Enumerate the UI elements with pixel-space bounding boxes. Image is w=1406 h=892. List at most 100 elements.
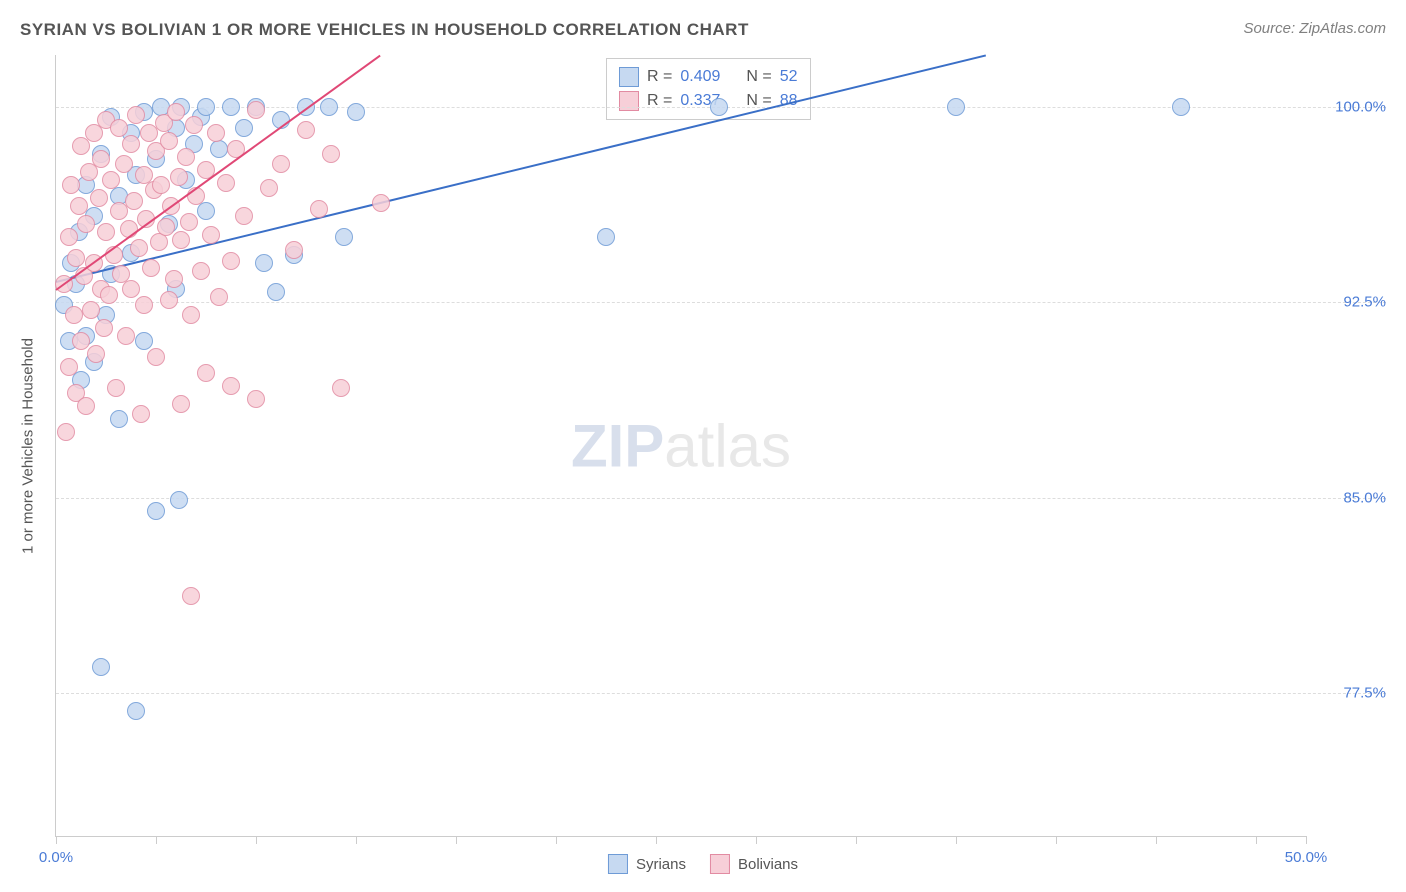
scatter-point	[125, 192, 143, 210]
legend-item-bolivians: Bolivians	[710, 854, 798, 874]
xtick	[1056, 836, 1057, 844]
gridline	[56, 302, 1386, 303]
scatter-point	[170, 491, 188, 509]
scatter-point	[177, 148, 195, 166]
scatter-point	[267, 283, 285, 301]
scatter-point	[90, 189, 108, 207]
scatter-point	[170, 168, 188, 186]
scatter-point	[62, 176, 80, 194]
trend-line	[56, 55, 986, 283]
legend-r-val-0: 0.409	[680, 68, 720, 86]
scatter-point	[247, 390, 265, 408]
legend-label-0: Syrians	[636, 856, 686, 873]
scatter-point	[70, 197, 88, 215]
scatter-point	[117, 327, 135, 345]
scatter-point	[235, 207, 253, 225]
scatter-point	[60, 358, 78, 376]
scatter-point	[197, 98, 215, 116]
xtick-label: 0.0%	[39, 849, 73, 866]
xtick	[1256, 836, 1257, 844]
scatter-point	[197, 364, 215, 382]
scatter-point	[92, 150, 110, 168]
scatter-point	[332, 379, 350, 397]
legend-n-label: N =	[746, 68, 771, 86]
scatter-point	[87, 345, 105, 363]
scatter-point	[222, 98, 240, 116]
scatter-point	[222, 252, 240, 270]
xtick	[56, 836, 57, 844]
scatter-point	[100, 286, 118, 304]
xtick	[856, 836, 857, 844]
legend-row-syrians: R = 0.409 N = 52	[619, 65, 798, 89]
gridline	[56, 693, 1386, 694]
scatter-point	[322, 145, 340, 163]
y-axis-label: 1 or more Vehicles in Household	[20, 338, 37, 554]
scatter-point	[157, 218, 175, 236]
scatter-point	[255, 254, 273, 272]
scatter-point	[127, 106, 145, 124]
scatter-point	[197, 202, 215, 220]
scatter-point	[77, 215, 95, 233]
scatter-point	[110, 410, 128, 428]
scatter-point	[127, 702, 145, 720]
scatter-point	[182, 306, 200, 324]
scatter-point	[107, 379, 125, 397]
scatter-point	[152, 176, 170, 194]
scatter-point	[97, 223, 115, 241]
scatter-point	[67, 249, 85, 267]
source-label: Source: ZipAtlas.com	[1243, 20, 1386, 37]
watermark: ZIPatlas	[571, 411, 791, 480]
scatter-point	[160, 291, 178, 309]
legend-swatch-syrians	[619, 67, 639, 87]
xtick	[956, 836, 957, 844]
watermark-light: atlas	[664, 412, 791, 479]
scatter-point	[210, 288, 228, 306]
scatter-point	[207, 124, 225, 142]
legend-swatch-icon	[608, 854, 628, 874]
scatter-point	[60, 228, 78, 246]
correlation-legend: R = 0.409 N = 52 R = 0.337 N = 88	[606, 58, 811, 120]
chart-title: SYRIAN VS BOLIVIAN 1 OR MORE VEHICLES IN…	[20, 20, 749, 39]
scatter-point	[150, 233, 168, 251]
ytick-label: 77.5%	[1316, 684, 1386, 701]
scatter-point	[122, 135, 140, 153]
scatter-point	[92, 658, 110, 676]
xtick	[1156, 836, 1157, 844]
xtick	[256, 836, 257, 844]
scatter-point	[142, 259, 160, 277]
scatter-point	[82, 301, 100, 319]
scatter-point	[947, 98, 965, 116]
scatter-point	[172, 231, 190, 249]
scatter-point	[1172, 98, 1190, 116]
scatter-point	[122, 280, 140, 298]
xtick	[1306, 836, 1307, 844]
watermark-bold: ZIP	[571, 412, 664, 479]
chart-container: ZIPatlas R = 0.409 N = 52 R = 0.337 N = …	[55, 55, 1306, 837]
ytick-label: 85.0%	[1316, 489, 1386, 506]
scatter-point	[65, 306, 83, 324]
scatter-point	[160, 132, 178, 150]
scatter-point	[77, 397, 95, 415]
scatter-point	[110, 119, 128, 137]
scatter-point	[72, 332, 90, 350]
legend-item-syrians: Syrians	[608, 854, 686, 874]
plot-area: ZIPatlas R = 0.409 N = 52 R = 0.337 N = …	[55, 55, 1306, 837]
scatter-point	[185, 116, 203, 134]
scatter-point	[192, 262, 210, 280]
scatter-point	[597, 228, 615, 246]
gridline	[56, 498, 1386, 499]
scatter-point	[320, 98, 338, 116]
scatter-point	[165, 270, 183, 288]
legend-swatch-icon	[710, 854, 730, 874]
xtick	[356, 836, 357, 844]
scatter-point	[217, 174, 235, 192]
scatter-point	[172, 395, 190, 413]
legend-row-bolivians: R = 0.337 N = 88	[619, 89, 798, 113]
legend-r-label: R =	[647, 68, 672, 86]
series-legend: Syrians Bolivians	[608, 854, 798, 874]
scatter-point	[147, 502, 165, 520]
scatter-point	[222, 377, 240, 395]
xtick	[656, 836, 657, 844]
scatter-point	[135, 332, 153, 350]
chart-header: SYRIAN VS BOLIVIAN 1 OR MORE VEHICLES IN…	[20, 20, 1386, 50]
